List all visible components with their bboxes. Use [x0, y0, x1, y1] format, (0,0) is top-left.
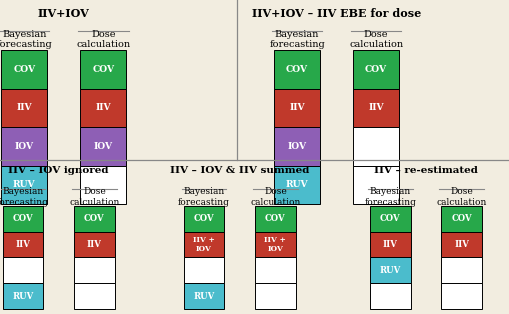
Bar: [74, 257, 115, 284]
Bar: [74, 232, 115, 257]
Text: IIV: IIV: [382, 240, 397, 249]
Text: COV: COV: [364, 65, 386, 74]
Text: IOV: IOV: [15, 142, 34, 151]
Bar: [369, 232, 410, 257]
Text: IIV: IIV: [16, 103, 32, 112]
Bar: [2, 50, 47, 89]
Bar: [274, 127, 320, 166]
Bar: [183, 284, 224, 309]
Bar: [183, 232, 224, 257]
Text: RUV: RUV: [285, 180, 308, 189]
Bar: [74, 284, 115, 309]
Bar: [440, 284, 481, 309]
Text: COV: COV: [13, 65, 35, 74]
Text: Dose
calculation: Dose calculation: [348, 30, 403, 49]
Text: RUV: RUV: [12, 292, 34, 301]
Bar: [352, 50, 398, 89]
Text: RUV: RUV: [193, 292, 214, 301]
Text: IIV: IIV: [15, 240, 31, 249]
Text: RUV: RUV: [379, 266, 400, 275]
Bar: [183, 257, 224, 284]
Text: Bayesian
forecasting: Bayesian forecasting: [0, 187, 49, 207]
Bar: [3, 206, 43, 232]
Text: IIV +
IOV: IIV + IOV: [264, 236, 286, 253]
Text: Dose
calculation: Dose calculation: [250, 187, 300, 207]
Bar: [352, 166, 398, 204]
Text: Bayesian
forecasting: Bayesian forecasting: [178, 187, 230, 207]
Text: COV: COV: [450, 214, 471, 223]
Text: COV: COV: [286, 65, 307, 74]
Text: IIV – IOV ignored: IIV – IOV ignored: [8, 166, 109, 176]
Text: IIV: IIV: [95, 103, 111, 112]
Bar: [274, 166, 320, 204]
Text: COV: COV: [193, 214, 214, 223]
Bar: [440, 206, 481, 232]
Bar: [80, 127, 126, 166]
Text: IIV+IOV: IIV+IOV: [38, 8, 90, 19]
Bar: [369, 257, 410, 284]
Text: Dose
calculation: Dose calculation: [69, 187, 119, 207]
Text: IIV: IIV: [367, 103, 383, 112]
Text: IIV: IIV: [453, 240, 468, 249]
Text: IIV +
IOV: IIV + IOV: [193, 236, 214, 253]
Text: Dose
calculation: Dose calculation: [436, 187, 486, 207]
Bar: [3, 257, 43, 284]
Text: COV: COV: [13, 214, 33, 223]
Text: IOV: IOV: [94, 142, 112, 151]
Bar: [254, 206, 295, 232]
Bar: [80, 89, 126, 127]
Text: Bayesian
forecasting: Bayesian forecasting: [0, 30, 52, 49]
Text: IOV: IOV: [287, 142, 306, 151]
Text: Dose
calculation: Dose calculation: [76, 30, 130, 49]
Bar: [274, 50, 320, 89]
Bar: [3, 232, 43, 257]
Bar: [369, 284, 410, 309]
Text: IIV – re-estimated: IIV – re-estimated: [373, 166, 477, 176]
Bar: [254, 284, 295, 309]
Bar: [254, 232, 295, 257]
Text: RUV: RUV: [13, 180, 36, 189]
Bar: [183, 206, 224, 232]
Bar: [3, 284, 43, 309]
Text: IIV: IIV: [289, 103, 304, 112]
Text: Bayesian
forecasting: Bayesian forecasting: [363, 187, 415, 207]
Bar: [2, 127, 47, 166]
Bar: [74, 206, 115, 232]
Bar: [80, 50, 126, 89]
Text: COV: COV: [379, 214, 400, 223]
Bar: [440, 232, 481, 257]
Bar: [440, 257, 481, 284]
Bar: [2, 89, 47, 127]
Bar: [369, 206, 410, 232]
Text: COV: COV: [92, 65, 114, 74]
Text: IIV: IIV: [87, 240, 102, 249]
Text: IIV+IOV – IIV EBE for dose: IIV+IOV – IIV EBE for dose: [251, 8, 420, 19]
Text: COV: COV: [84, 214, 104, 223]
Text: IIV – IOV & IIV summed: IIV – IOV & IIV summed: [169, 166, 309, 176]
Bar: [2, 166, 47, 204]
Bar: [254, 257, 295, 284]
Text: COV: COV: [265, 214, 285, 223]
Bar: [352, 127, 398, 166]
Bar: [80, 166, 126, 204]
Text: Bayesian
forecasting: Bayesian forecasting: [269, 30, 324, 49]
Bar: [274, 89, 320, 127]
Bar: [352, 89, 398, 127]
